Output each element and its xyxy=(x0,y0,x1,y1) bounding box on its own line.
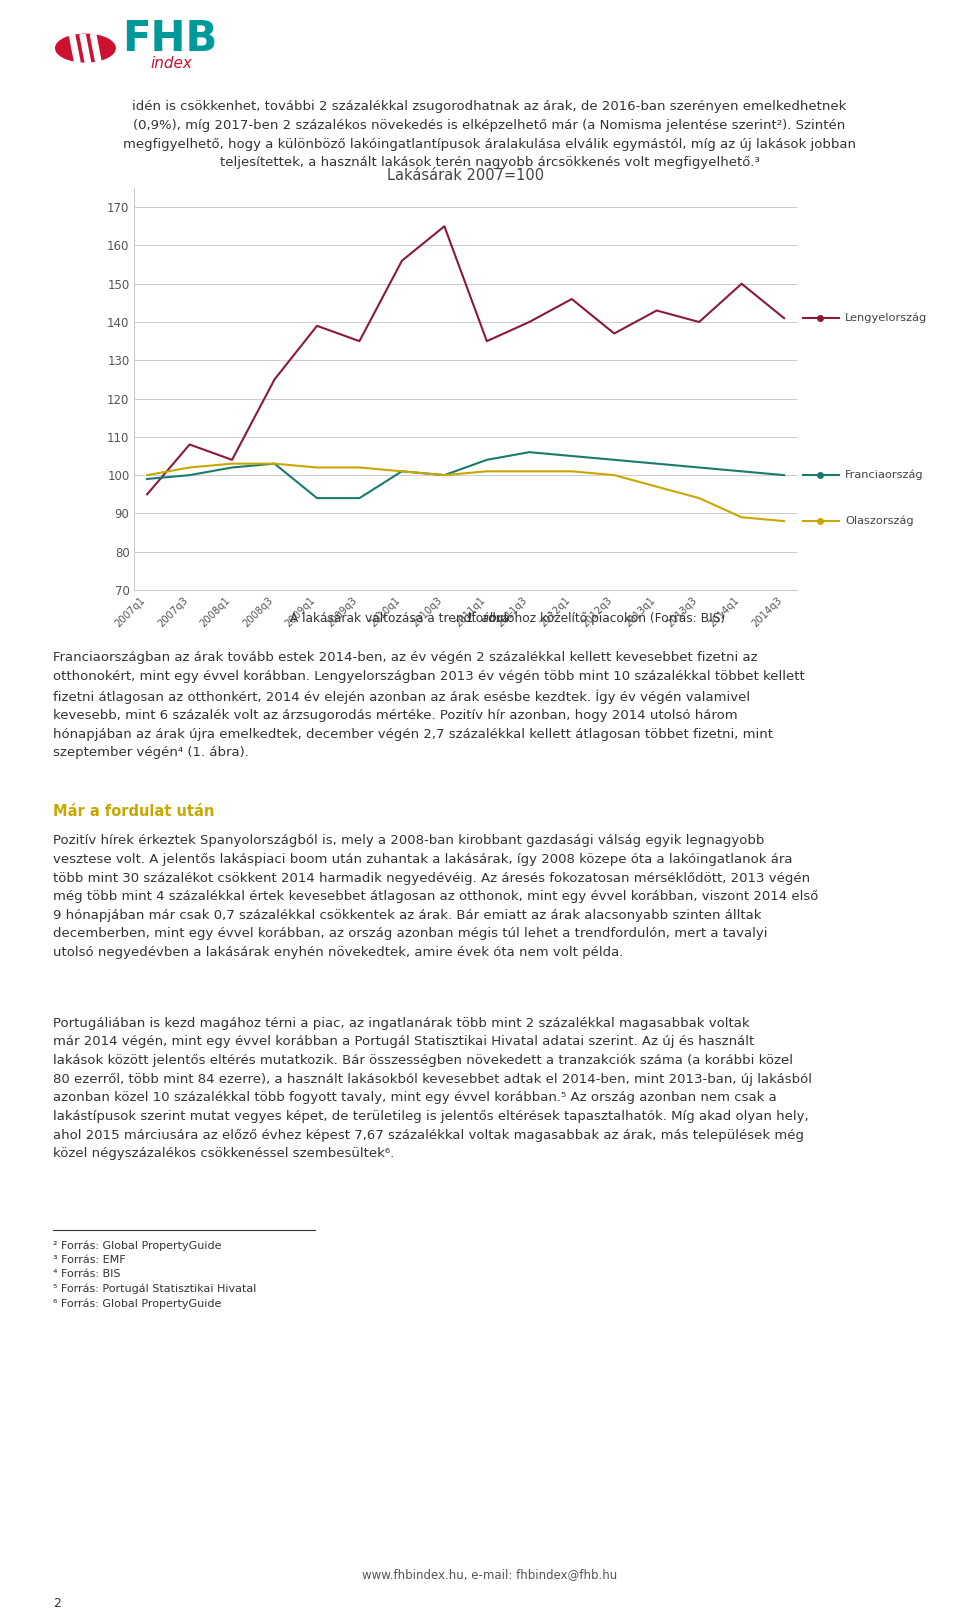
Circle shape xyxy=(56,34,115,61)
Text: www.fhbindex.hu, e-mail: fhbindex@fhb.hu: www.fhbindex.hu, e-mail: fhbindex@fhb.hu xyxy=(362,1568,617,1581)
FancyArrow shape xyxy=(90,34,101,63)
Text: A lakásárak változása a trendfordulóhoz közelítő piacokon (Forrás: BIS): A lakásárak változása a trendfordulóhoz … xyxy=(254,611,725,624)
Text: Portugáliában is kezd magához térni a piac, az ingatlanárak több mint 2 százalék: Portugáliában is kezd magához térni a pi… xyxy=(53,1017,812,1161)
Text: Már a fordulat után: Már a fordulat után xyxy=(53,804,214,820)
Text: Franciaországban az árak tovább estek 2014-ben, az év végén 2 százalékkal kellet: Franciaországban az árak tovább estek 20… xyxy=(53,652,804,760)
Text: Lengyelország: Lengyelország xyxy=(845,314,927,323)
Title: Lakásárak 2007=100: Lakásárak 2007=100 xyxy=(387,168,544,183)
Text: Franciaország: Franciaország xyxy=(845,471,924,480)
Text: ² Forrás: Global PropertyGuide
³ Forrás: EMF
⁴ Forrás: BIS
⁵ Forrás: Portugál St: ² Forrás: Global PropertyGuide ³ Forrás:… xyxy=(53,1240,256,1308)
Text: Pozitív hírek érkeztek Spanyolországból is, mely a 2008-ban kirobbant gazdasági : Pozitív hírek érkeztek Spanyolországból … xyxy=(53,834,818,959)
Text: Olaszország: Olaszország xyxy=(845,516,914,527)
Text: index: index xyxy=(151,55,193,71)
Text: 2: 2 xyxy=(53,1596,60,1611)
FancyArrow shape xyxy=(80,34,90,63)
Text: 1. ábra.: 1. ábra. xyxy=(466,611,514,624)
FancyArrow shape xyxy=(69,34,80,63)
Text: idén is csökkenhet, további 2 százalékkal zsugorodhatnak az árak, de 2016-ban sz: idén is csökkenhet, további 2 százalékka… xyxy=(123,100,856,170)
Text: FHB: FHB xyxy=(122,18,217,60)
